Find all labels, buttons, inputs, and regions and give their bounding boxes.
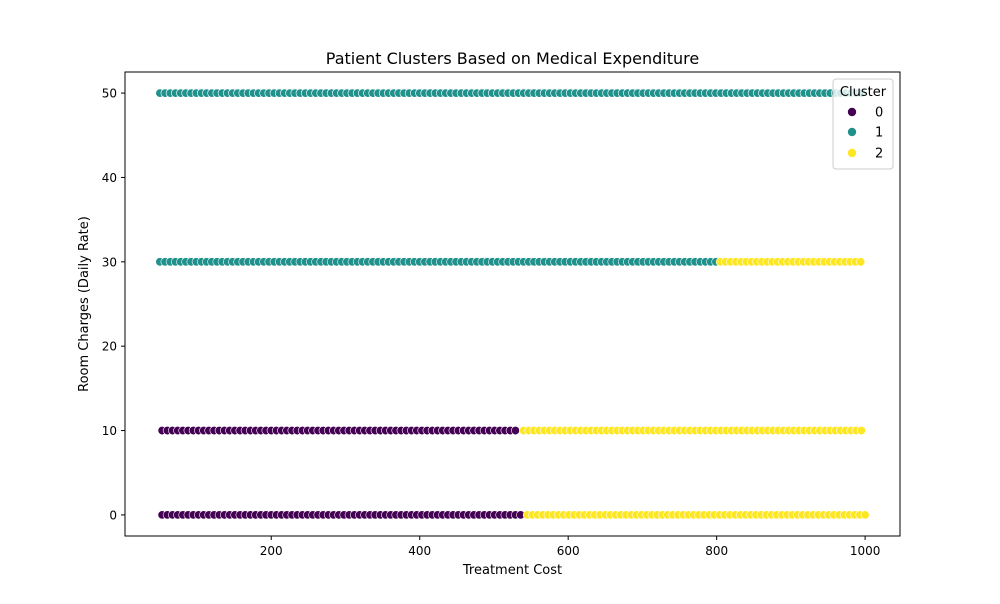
y-axis-label: Room Charges (Daily Rate)	[77, 216, 92, 392]
series-cluster-0-y10	[157, 426, 520, 436]
legend-label-cluster-1: 1	[875, 126, 883, 141]
legend-marker-cluster-1	[847, 127, 857, 137]
x-tick-label: 1000	[850, 544, 881, 558]
y-tick-label: 50	[102, 87, 117, 101]
y-tick-label: 10	[102, 424, 117, 438]
legend-title: Cluster	[840, 85, 887, 100]
x-tick-label: 600	[557, 544, 580, 558]
x-axis-label: Treatment Cost	[462, 563, 562, 578]
legend-label-cluster-2: 2	[875, 147, 883, 162]
data-point	[856, 426, 866, 436]
y-tick-label: 30	[102, 255, 117, 269]
x-tick-label: 200	[260, 544, 283, 558]
y-tick-label: 20	[102, 340, 117, 354]
data-point	[860, 510, 870, 520]
legend-box	[832, 78, 894, 170]
series-cluster-1-y50	[155, 88, 866, 98]
x-tick-label: 400	[408, 544, 431, 558]
series-cluster-1-y30	[155, 257, 721, 267]
axes-frame	[124, 71, 901, 537]
x-axis-ticks: 200 400 600 800 1000	[260, 536, 881, 558]
legend-marker-cluster-2	[847, 148, 857, 158]
series-cluster-2-y10	[519, 426, 866, 436]
series-cluster-2-y0	[522, 510, 870, 520]
y-tick-label: 0	[109, 508, 117, 522]
y-axis-ticks: 0 10 20 30 40 50	[102, 87, 125, 522]
chart-title: Patient Clusters Based on Medical Expend…	[326, 49, 699, 68]
data-point	[510, 426, 520, 436]
legend-label-cluster-0: 0	[875, 106, 883, 121]
legend: Cluster 0 1 2	[832, 78, 894, 170]
legend-marker-cluster-0	[847, 107, 857, 117]
y-tick-label: 40	[102, 171, 117, 185]
series-cluster-2-y30	[715, 257, 866, 267]
x-tick-label: 800	[705, 544, 728, 558]
data-point	[856, 257, 866, 267]
series-cluster-0-y0	[157, 510, 526, 520]
points-layer	[155, 88, 870, 520]
